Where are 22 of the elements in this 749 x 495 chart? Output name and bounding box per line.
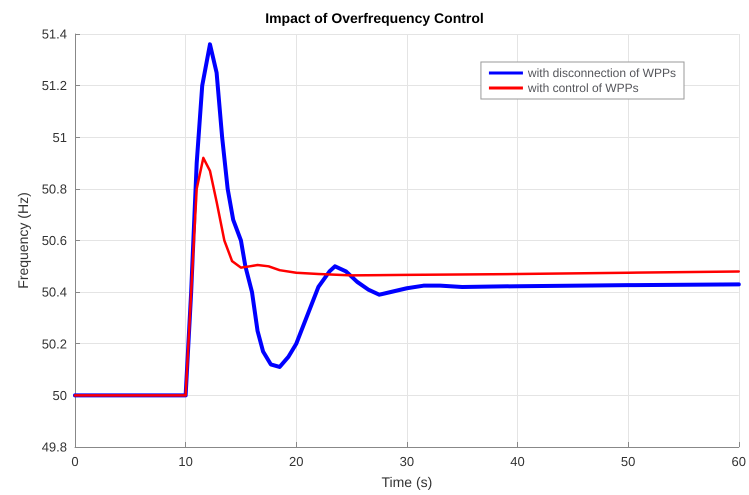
x-tick-label: 20 bbox=[289, 454, 304, 469]
line-series bbox=[74, 156, 740, 397]
y-tick-label: 51 bbox=[52, 130, 67, 145]
y-tick-label: 50.8 bbox=[42, 181, 67, 196]
y-tick-label: 51.2 bbox=[42, 78, 67, 94]
x-tick-label: 30 bbox=[400, 454, 414, 469]
legend-label: with control of WPPs bbox=[526, 81, 639, 95]
chart-title: Impact of Overfrequency Control bbox=[265, 10, 484, 26]
y-tick-label: 50.4 bbox=[42, 284, 67, 300]
x-tick-label: 60 bbox=[732, 454, 746, 469]
x-axis-title: Time (s) bbox=[381, 474, 432, 490]
legend-label: with disconnection of WPPs bbox=[526, 66, 676, 80]
y-tick-label: 49.8 bbox=[42, 440, 67, 454]
x-tick-label: 50 bbox=[620, 454, 636, 469]
y-tick-label: 50.2 bbox=[42, 336, 67, 352]
y-tick-label: 50 bbox=[52, 388, 67, 403]
y-tick-label: 51.4 bbox=[42, 26, 67, 42]
y-tick-label: 50.6 bbox=[42, 233, 67, 248]
x-tick-label: 10 bbox=[178, 454, 193, 469]
x-tick-label: 40 bbox=[510, 454, 525, 469]
y-axis-title: Frequency (Hz) bbox=[15, 192, 31, 289]
x-tick-label: 0 bbox=[71, 454, 79, 469]
